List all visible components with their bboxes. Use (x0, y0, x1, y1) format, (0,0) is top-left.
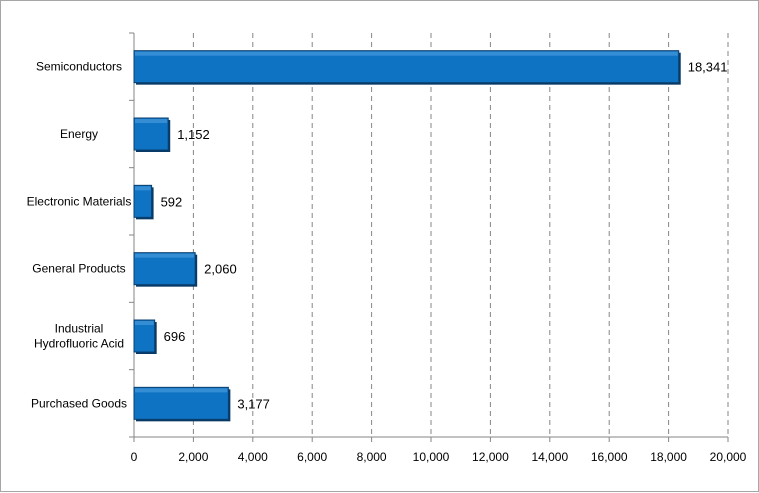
category-label: Purchased Goods (31, 396, 127, 410)
bar-value-label: 1,152 (177, 127, 210, 142)
category-label: Hydrofluoric Acid (34, 337, 124, 351)
category-label: General Products (32, 262, 125, 276)
x-tick-label: 10,000 (413, 450, 450, 464)
x-tick-label: 20,000 (710, 450, 747, 464)
bar-value-label: 696 (164, 329, 186, 344)
category-label: Semiconductors (36, 60, 122, 74)
bar-highlight (135, 186, 151, 191)
bar-highlight (135, 321, 154, 325)
bar (133, 50, 680, 84)
bar-highlight (135, 253, 195, 258)
bar-highlight (135, 119, 168, 123)
bar-value-label: 2,060 (204, 262, 237, 277)
x-tick-label: 14,000 (531, 450, 568, 464)
bar-value-label: 3,177 (237, 396, 270, 411)
bar-highlight (135, 51, 678, 56)
category-label: Industrial (55, 322, 104, 336)
x-tick-label: 0 (131, 450, 138, 464)
category-label: Energy (60, 127, 98, 141)
x-tick-label: 12,000 (472, 450, 509, 464)
x-tick-label: 2,000 (178, 450, 208, 464)
bar (133, 386, 229, 420)
x-tick-label: 8,000 (357, 450, 387, 464)
x-tick-label: 4,000 (238, 450, 268, 464)
bar-highlight (135, 388, 228, 393)
bar (133, 319, 156, 353)
x-tick-label: 18,000 (650, 450, 687, 464)
bar (133, 117, 169, 151)
bar-value-label: 592 (161, 194, 183, 209)
bar-value-label: 18,341 (688, 60, 728, 75)
category-label: Electronic Materials (27, 194, 132, 208)
bar (133, 184, 153, 218)
x-tick-label: 6,000 (297, 450, 327, 464)
bar (133, 252, 196, 286)
x-tick-label: 16,000 (591, 450, 628, 464)
